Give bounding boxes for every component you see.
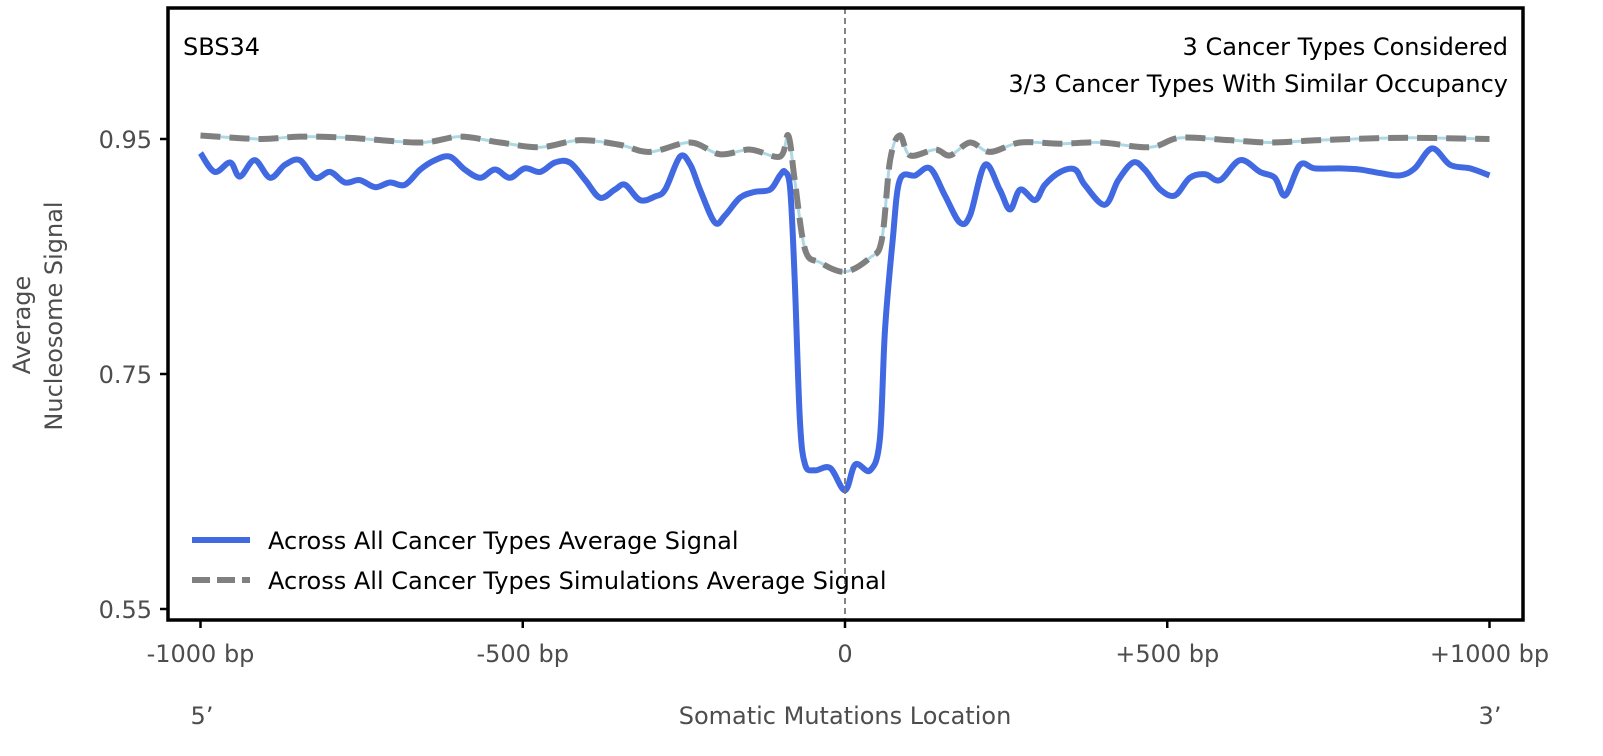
annotation-cancer-types: 3 Cancer Types Considered (1183, 33, 1508, 61)
y-axis-label-line2: Nucleosome Signal (40, 201, 68, 430)
x-axis: -1000 bp -500 bp 0 +500 bp +1000 bp (147, 620, 1549, 668)
legend-label-simulated: Across All Cancer Types Simulations Aver… (268, 567, 887, 595)
signature-label: SBS34 (183, 33, 260, 61)
simulated-signal-line (200, 132, 1490, 275)
x-axis-label: Somatic Mutations Location (679, 702, 1012, 730)
x-tick-label: +500 bp (1115, 640, 1219, 668)
x-tick-label: 0 (837, 640, 852, 668)
five-prime-label: 5’ (191, 702, 214, 730)
y-axis-label-line1: Average (8, 276, 36, 375)
y-tick-label: 0.75 (99, 361, 152, 389)
legend: Across All Cancer Types Average Signal A… (192, 527, 887, 595)
y-axis: 0.95 0.75 0.55 (99, 126, 168, 624)
annotation-similar-occupancy: 3/3 Cancer Types With Similar Occupancy (1008, 70, 1508, 98)
y-tick-label: 0.95 (99, 126, 152, 154)
observed-signal-line (198, 145, 1491, 494)
x-tick-label: -1000 bp (147, 640, 255, 668)
x-tick-label: +1000 bp (1430, 640, 1549, 668)
y-tick-label: 0.55 (99, 596, 152, 624)
legend-label-observed: Across All Cancer Types Average Signal (268, 527, 739, 555)
x-tick-label: -500 bp (476, 640, 569, 668)
three-prime-label: 3’ (1479, 702, 1502, 730)
